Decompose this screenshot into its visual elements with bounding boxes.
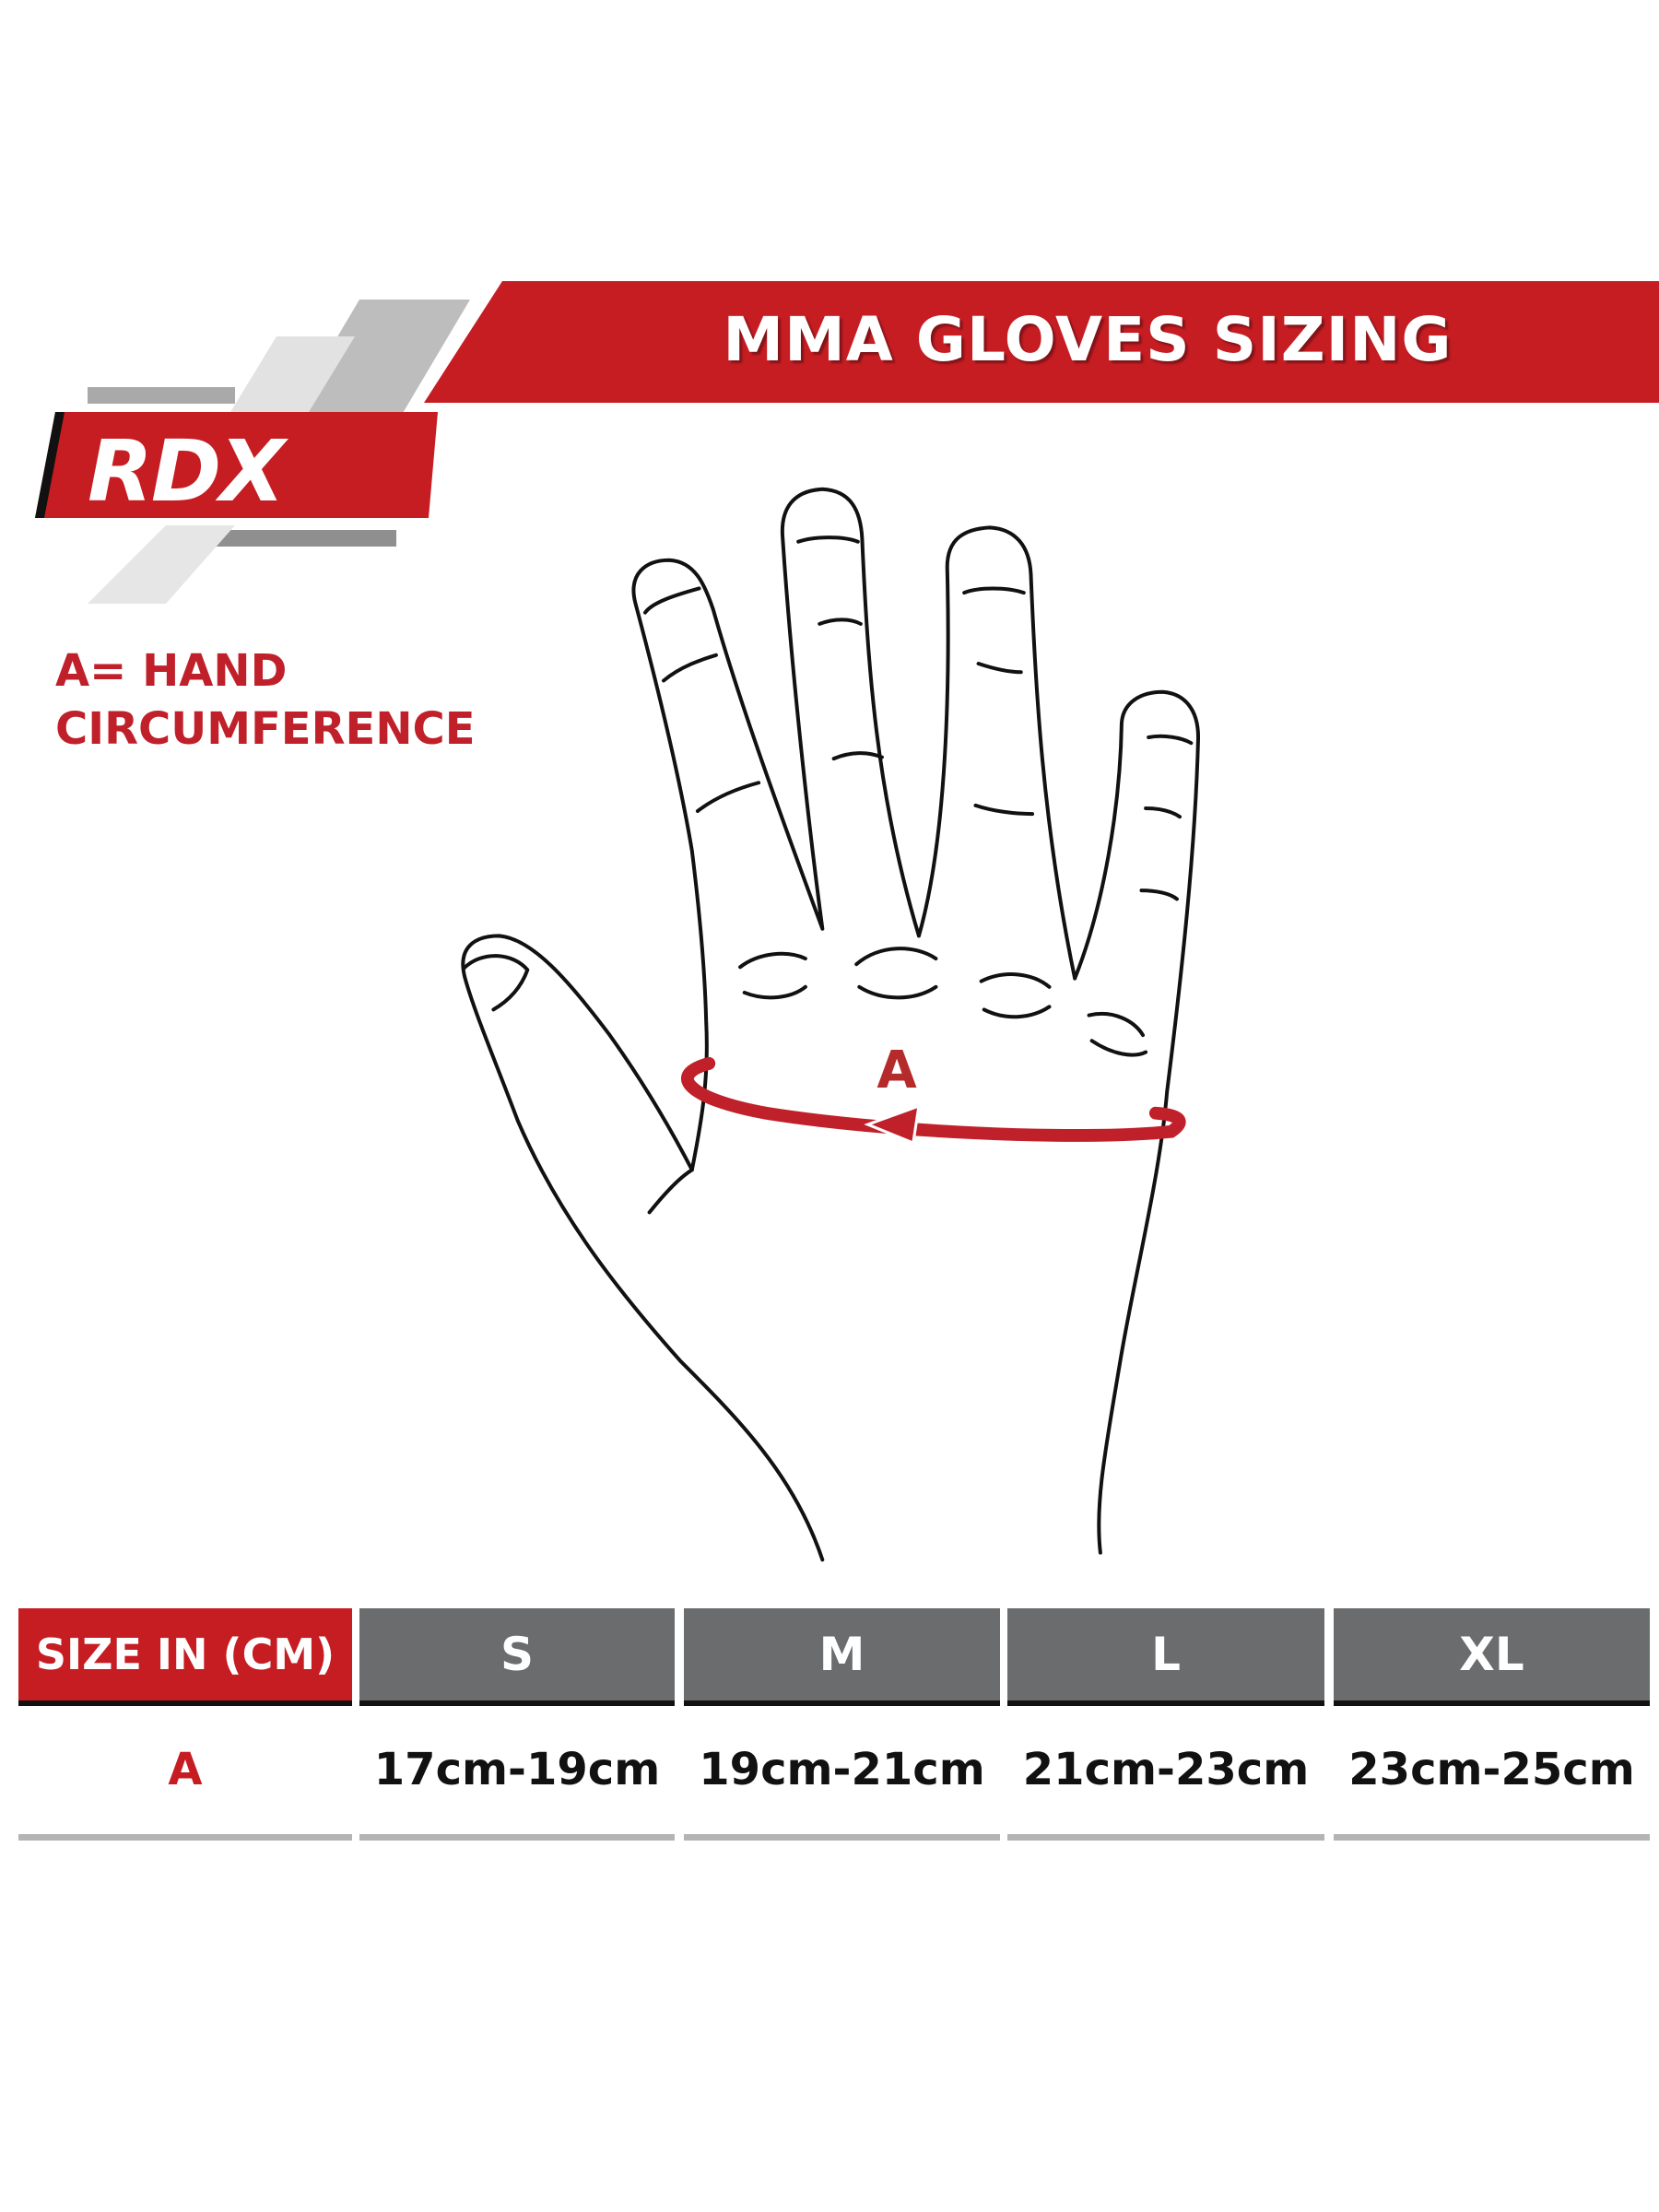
brand-logo: RDX — [88, 422, 285, 521]
decor-stripe — [286, 300, 470, 424]
size-header-s: S — [359, 1608, 675, 1706]
legend-line-2: CIRCUMFERENCE — [55, 703, 476, 755]
size-header-xl: XL — [1334, 1608, 1650, 1706]
size-header-l: L — [1007, 1608, 1324, 1706]
value-m: 19cm-21cm — [699, 1744, 985, 1795]
logo-block — [35, 412, 438, 518]
row-divider — [18, 1834, 352, 1841]
value-l: 21cm-23cm — [1022, 1744, 1310, 1795]
circumference-band — [681, 1056, 1186, 1146]
decor-stripe — [88, 525, 235, 604]
page-title: MMA GLOVES SIZING — [723, 304, 1453, 375]
title-banner — [424, 281, 1659, 403]
value-xl: 23cm-25cm — [1348, 1744, 1635, 1795]
logo-edge — [35, 412, 65, 518]
row-label: A — [168, 1744, 203, 1795]
row-divider — [359, 1834, 675, 1841]
marker-label: A — [877, 1041, 917, 1100]
row-divider — [1334, 1834, 1650, 1841]
size-header-m: M — [684, 1608, 1000, 1706]
table-header-label: SIZE IN (CM) — [18, 1608, 352, 1706]
arrow-icon — [864, 1103, 921, 1146]
value-s: 17cm-19cm — [373, 1744, 661, 1795]
row-divider — [1007, 1834, 1324, 1841]
decor-stripe — [88, 387, 235, 404]
row-divider — [684, 1834, 1000, 1841]
hand-illustration — [461, 487, 1201, 1562]
legend-line-1: A= HAND — [55, 645, 288, 697]
decor-stripe — [212, 530, 396, 547]
